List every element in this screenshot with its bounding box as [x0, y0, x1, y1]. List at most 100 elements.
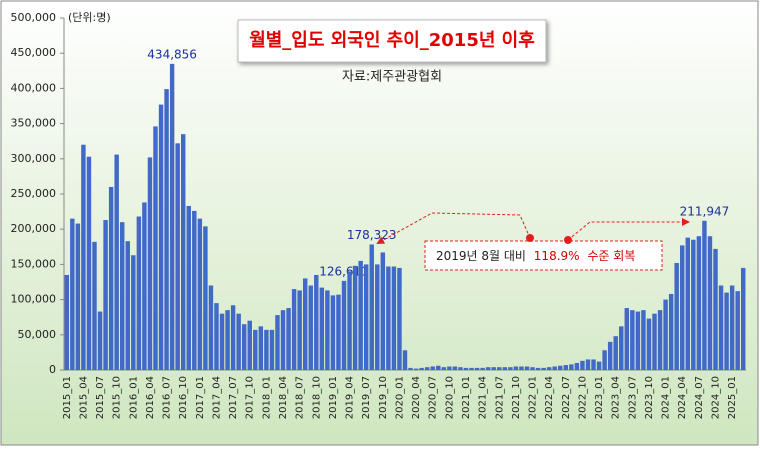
bar — [591, 359, 596, 370]
x-tick-label: 2021_10 — [511, 376, 522, 419]
bar — [463, 367, 469, 370]
bar — [430, 366, 435, 370]
x-tick-label: 2025_01 — [727, 376, 738, 419]
bar — [696, 236, 702, 370]
subtitle: 자료:제주관광협회 — [342, 70, 442, 85]
bar — [64, 274, 69, 370]
x-tick-label: 2024_04 — [677, 376, 688, 419]
x-tick-label: 2020_10 — [444, 376, 455, 419]
bar — [325, 290, 330, 370]
dot — [564, 236, 572, 244]
bar — [436, 365, 441, 370]
x-tick-label: 2020_04 — [411, 376, 422, 419]
bar — [286, 308, 291, 370]
bar — [546, 367, 552, 370]
y-tick-label: 400,000 — [11, 81, 57, 94]
y-tick-label: 0 — [49, 363, 56, 376]
bar — [253, 329, 258, 370]
annotation-highlight: 118.9% — [534, 249, 580, 263]
bar — [530, 367, 535, 370]
x-tick-label: 2021_04 — [478, 376, 489, 419]
bar — [147, 157, 153, 370]
bar — [280, 310, 286, 370]
bar — [319, 287, 325, 370]
bar — [657, 310, 663, 370]
x-tick-label: 2017_04 — [211, 376, 222, 419]
bar — [131, 255, 136, 370]
y-tick-label: 200,000 — [11, 222, 57, 235]
bar — [341, 280, 347, 370]
x-tick-label: 2020_07 — [428, 376, 439, 419]
x-tick-label: 2021_01 — [461, 376, 472, 419]
chart-title: 월별_입도 외국인 추이_2015년 이후 — [249, 29, 535, 51]
bar — [153, 126, 158, 370]
x-tick-label: 2019_10 — [378, 376, 389, 419]
bar — [275, 315, 280, 370]
bar — [541, 367, 546, 370]
bar — [652, 313, 657, 370]
y-tick-label: 250,000 — [11, 187, 57, 200]
x-tick-label: 2024_01 — [661, 376, 672, 419]
data-label: 434,856 — [147, 47, 197, 61]
bar — [569, 364, 574, 370]
bar — [502, 367, 508, 370]
bar — [619, 326, 624, 370]
x-tick-label: 2022_04 — [544, 376, 555, 419]
bar — [142, 202, 147, 370]
bar — [214, 303, 219, 370]
bar — [558, 365, 563, 370]
bar — [674, 262, 679, 370]
x-tick-label: 2019_04 — [345, 376, 356, 419]
bar — [125, 241, 130, 370]
x-tick-label: 2018_01 — [261, 376, 272, 419]
bar — [480, 367, 485, 370]
bar — [314, 274, 319, 370]
bar — [602, 350, 607, 370]
bar — [225, 310, 230, 370]
arrow — [376, 212, 531, 244]
x-tick-label: 2017_07 — [228, 376, 239, 419]
bar — [375, 264, 380, 370]
bar — [613, 336, 618, 370]
y-tick-label: 350,000 — [11, 117, 57, 130]
bar — [474, 367, 480, 370]
bar — [297, 290, 302, 370]
x-tick-label: 2016_01 — [128, 376, 139, 419]
bar — [707, 236, 713, 370]
bar — [230, 305, 236, 370]
bar — [363, 264, 369, 370]
bar — [208, 285, 214, 370]
bar — [741, 267, 746, 370]
x-tick-label: 2022_01 — [528, 376, 539, 419]
bar — [668, 293, 674, 370]
x-tick-label: 2023_10 — [644, 376, 655, 419]
bar — [508, 367, 513, 370]
data-label: 178,323 — [347, 228, 397, 242]
bar — [192, 210, 197, 370]
bar — [269, 329, 275, 370]
bar — [402, 350, 408, 370]
bar — [258, 326, 264, 370]
y-tick-label: 450,000 — [11, 46, 57, 59]
bar — [580, 360, 585, 370]
bar — [175, 143, 180, 370]
bar — [397, 267, 402, 370]
bar — [103, 220, 108, 370]
bar — [75, 223, 81, 370]
bar — [713, 248, 718, 370]
bar — [219, 313, 225, 370]
bar — [386, 266, 391, 370]
annotation-suffix: 수준 회복 — [587, 249, 635, 263]
x-tick-label: 2018_04 — [278, 376, 289, 419]
x-tick-label: 2015_10 — [112, 376, 123, 419]
bar — [485, 367, 491, 370]
bar — [491, 367, 496, 370]
bar — [330, 295, 336, 370]
bar — [369, 244, 374, 370]
bar — [563, 365, 569, 370]
bar — [197, 218, 203, 370]
bar — [241, 324, 247, 370]
bar — [136, 216, 142, 370]
